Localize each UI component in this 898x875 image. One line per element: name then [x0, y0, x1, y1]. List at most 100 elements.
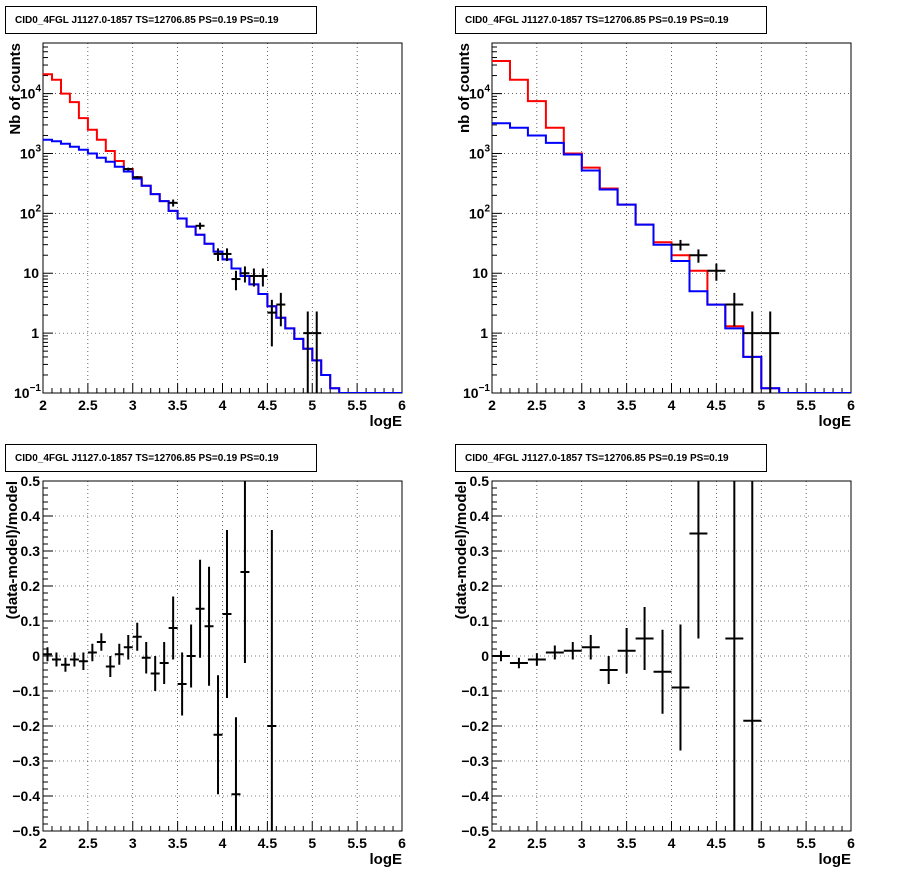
x-tick-label: 3.5	[617, 397, 637, 413]
histogram-series-1	[43, 73, 402, 393]
y-tick-label: −0.1	[461, 683, 489, 699]
x-tick-label: 6	[847, 397, 855, 413]
y-tick-label: 0.2	[470, 578, 490, 594]
y-tick-label: 0	[32, 648, 40, 664]
x-tick-label: 6	[398, 397, 406, 413]
data-point	[204, 566, 214, 686]
data-point	[105, 656, 115, 677]
y-tick-label: 0.3	[470, 543, 490, 559]
title-box	[5, 6, 317, 34]
data-point	[159, 642, 169, 684]
data-point	[69, 652, 79, 667]
y-tick-label: 10−1	[463, 383, 490, 401]
x-tick-label: 2	[39, 835, 47, 851]
data-point	[150, 656, 160, 691]
y-tick-label: 1	[31, 325, 39, 341]
chart-panel-2: CID0_4FGL J1127.0-1857 TS=12706.85 PS=0.…	[455, 6, 855, 430]
y-tick-label: 0	[481, 648, 489, 664]
x-axis-label: logE	[370, 413, 403, 430]
data-point	[51, 652, 61, 667]
y-tick-label: −0.5	[461, 823, 489, 839]
data-point	[581, 635, 600, 660]
histogram-series-2	[492, 122, 851, 393]
data-point	[653, 629, 672, 714]
y-tick-label: −0.3	[461, 753, 489, 769]
y-tick-label: −0.5	[12, 823, 40, 839]
data-point	[231, 717, 241, 831]
y-axis-label: (data-model)/model	[4, 481, 21, 619]
histogram-series-2	[43, 138, 402, 393]
chart-panel-1: CID0_4FGL J1127.0-1857 TS=12706.85 PS=0.…	[5, 6, 406, 430]
x-axis-label: logE	[819, 413, 852, 430]
data-point	[195, 222, 205, 230]
data-point	[617, 628, 636, 674]
data-point	[276, 292, 286, 327]
data-point	[743, 311, 762, 393]
data-point	[60, 657, 70, 672]
data-point	[240, 481, 250, 663]
data-point	[87, 643, 97, 662]
y-tick-label: 0.1	[470, 613, 490, 629]
data-point	[96, 633, 106, 651]
data-point	[761, 311, 780, 393]
data-point	[563, 642, 582, 660]
x-tick-label: 2.5	[78, 397, 98, 413]
chart-panel-4: CID0_4FGL J1127.0-1857 TS=12706.85 PS=0.…	[453, 444, 855, 868]
x-tick-label: 5	[308, 835, 316, 851]
y-tick-label: 104	[20, 84, 42, 102]
data-point	[545, 645, 564, 660]
x-tick-label: 3	[578, 835, 586, 851]
x-tick-label: 3.5	[168, 397, 188, 413]
y-tick-label: 0.5	[470, 473, 490, 489]
x-tick-label: 2.5	[527, 397, 547, 413]
y-tick-label: 0.3	[21, 543, 41, 559]
x-tick-label: 4	[668, 397, 676, 413]
y-tick-label: 103	[20, 143, 42, 161]
x-tick-label: 5.5	[347, 397, 367, 413]
x-tick-label: 4.5	[258, 835, 278, 851]
x-tick-label: 4	[219, 397, 227, 413]
x-axis-label: logE	[370, 851, 403, 868]
y-tick-label: −0.3	[12, 753, 40, 769]
y-axis-label: nb of counts	[456, 43, 473, 133]
data-point	[168, 596, 178, 660]
data-point	[249, 268, 259, 287]
data-point	[240, 266, 250, 283]
x-tick-label: 2	[39, 397, 47, 413]
chart-title: CID0_4FGL J1127.0-1857 TS=12706.85 PS=0.…	[15, 15, 279, 26]
data-point	[725, 481, 744, 831]
data-point	[689, 481, 708, 639]
data-point	[132, 622, 142, 651]
x-tick-label: 2.5	[527, 835, 547, 851]
x-tick-label: 6	[847, 835, 855, 851]
x-tick-label: 5	[757, 835, 765, 851]
y-tick-label: 102	[20, 203, 42, 221]
data-point	[671, 239, 690, 251]
data-point	[509, 657, 528, 669]
x-tick-label: 4.5	[707, 835, 727, 851]
y-tick-label: 0.1	[21, 613, 41, 629]
data-point	[599, 656, 618, 684]
data-point	[635, 607, 654, 670]
data-point	[527, 653, 546, 666]
data-point	[213, 248, 223, 262]
x-tick-label: 3	[129, 835, 137, 851]
data-point	[671, 624, 690, 751]
x-tick-label: 5.5	[796, 397, 816, 413]
data-point	[267, 530, 277, 831]
x-tick-label: 4.5	[707, 397, 727, 413]
title-box	[5, 444, 317, 472]
data-point	[222, 530, 232, 698]
data-point	[258, 268, 268, 287]
y-tick-label: 104	[469, 84, 491, 102]
y-tick-label: 10−1	[14, 383, 41, 401]
data-point	[213, 675, 223, 795]
y-axis-label: (data-model)/model	[453, 481, 470, 619]
data-point	[123, 635, 133, 660]
title-box	[455, 444, 767, 472]
x-axis-label: logE	[819, 851, 852, 868]
x-tick-label: 3	[129, 397, 137, 413]
data-point	[231, 270, 241, 291]
chart-panel-3: CID0_4FGL J1127.0-1857 TS=12706.85 PS=0.…	[4, 444, 406, 868]
